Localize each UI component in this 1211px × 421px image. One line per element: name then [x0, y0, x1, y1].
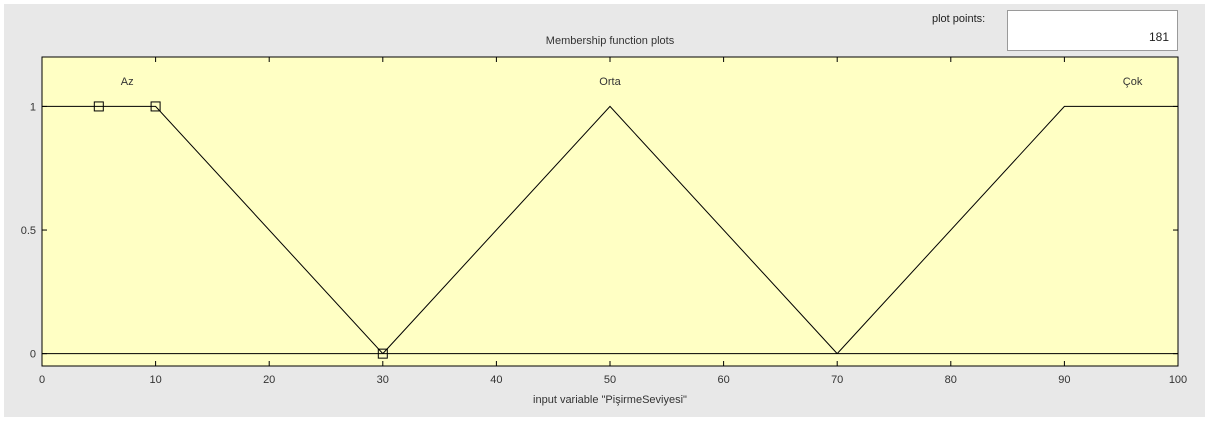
- x-tick-label: 10: [149, 374, 161, 386]
- x-tick-label: 60: [717, 374, 729, 386]
- x-tick-label: 0: [39, 374, 45, 386]
- mf-line-orta[interactable]: [382, 105, 838, 354]
- mf-line-ok[interactable]: [836, 105, 1178, 354]
- mf-label[interactable]: Orta: [599, 76, 621, 88]
- x-tick-label: 100: [1169, 374, 1187, 386]
- axes-frame: [41, 56, 1179, 367]
- plot-points-input[interactable]: [1007, 10, 1178, 51]
- x-tick-label: 20: [263, 374, 275, 386]
- x-tick-label: 80: [945, 374, 957, 386]
- plot-points-label: plot points:: [932, 13, 986, 25]
- chart-title: Membership function plots: [546, 35, 675, 47]
- x-tick-label: 90: [1058, 374, 1070, 386]
- x-tick-label: 70: [831, 374, 843, 386]
- plot-area[interactable]: [42, 57, 1178, 366]
- mf-label[interactable]: Çok: [1123, 76, 1143, 88]
- x-axis-label: input variable "PişirmeSeviyesi": [533, 394, 687, 406]
- y-tick-label: 1: [30, 101, 36, 113]
- x-tick-label: 40: [490, 374, 502, 386]
- x-tick-label: 30: [377, 374, 389, 386]
- control-point-marker[interactable]: [377, 348, 388, 359]
- control-point-marker[interactable]: [93, 101, 104, 112]
- mf-label[interactable]: Az: [121, 76, 134, 88]
- y-tick-label: 0.5: [21, 225, 36, 237]
- x-tick-label: 50: [604, 374, 616, 386]
- y-tick-label: 0: [30, 349, 36, 361]
- mf-line-az[interactable]: [42, 105, 384, 354]
- control-point-marker[interactable]: [150, 101, 161, 112]
